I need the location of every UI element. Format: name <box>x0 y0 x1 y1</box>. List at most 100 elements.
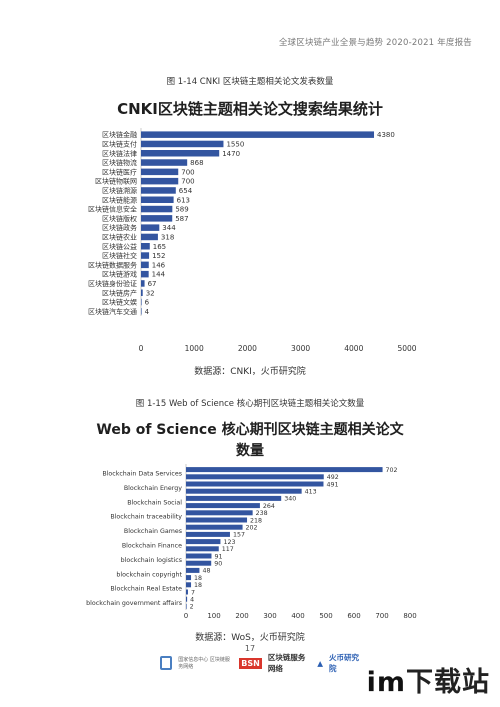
page-header: 全球区块链产业全景与趋势 2020-2021 年度报告 <box>278 38 472 48</box>
bar <box>186 539 221 545</box>
data-label: 144 <box>152 271 166 279</box>
data-label: 613 <box>177 196 190 204</box>
bsn-badge: BSN <box>239 657 262 669</box>
bar <box>186 474 324 480</box>
category-label: 区块链版权 <box>102 214 137 223</box>
x-tick-label: 1000 <box>185 344 204 353</box>
data-label: 165 <box>153 243 166 251</box>
category-label: 区块链医疗 <box>102 167 137 176</box>
data-label: 157 <box>233 532 245 539</box>
data-label: 48 <box>202 568 210 575</box>
category-label: blockchain government affairs <box>86 600 182 607</box>
bar <box>141 140 224 148</box>
bar <box>186 517 248 523</box>
data-label: 202 <box>246 524 258 531</box>
figure2-source: 数据源：WoS，火币研究院 <box>195 633 305 643</box>
data-label: 340 <box>284 496 296 503</box>
data-label: 702 <box>386 467 398 474</box>
bar <box>186 567 200 573</box>
data-label: 413 <box>305 488 317 495</box>
category-label: 区块链社交 <box>102 251 137 260</box>
data-label: 4 <box>190 596 194 603</box>
data-label: 152 <box>152 252 165 260</box>
bar <box>186 553 212 559</box>
data-label: 218 <box>250 517 262 524</box>
category-label: 区块链农业 <box>102 232 137 241</box>
sic-logo-icon <box>160 656 173 670</box>
watermark-text: 下载站 <box>406 667 490 698</box>
bar <box>141 252 150 259</box>
bar <box>141 261 149 269</box>
category-label: Blockchain traceability <box>110 514 182 521</box>
bar <box>141 177 179 185</box>
chart1-title: CNKI区块链主题相关论文搜索结果统计 <box>117 100 383 118</box>
category-label: 区块链信息安全 <box>88 205 137 214</box>
figure1-source: 数据源：CNKI，火币研究院 <box>194 367 306 377</box>
bar <box>141 131 375 138</box>
category-label: blockchain copyright <box>116 571 182 578</box>
x-tick-label: 500 <box>319 612 332 620</box>
page-number: 17 <box>244 644 256 653</box>
category-label: 区块链金融 <box>102 130 137 139</box>
bar <box>186 488 302 494</box>
data-label: 32 <box>146 289 155 297</box>
x-tick-label: 800 <box>403 612 416 620</box>
data-label: 491 <box>326 481 338 488</box>
x-tick-label: 5000 <box>397 344 416 353</box>
category-label: Blockchain Games <box>124 528 182 535</box>
category-label: 区块链政务 <box>102 223 137 232</box>
bar <box>186 582 192 588</box>
category-label: Blockchain Energy <box>124 485 182 492</box>
bar <box>141 196 174 203</box>
data-label: 238 <box>256 510 268 517</box>
x-tick-label: 600 <box>347 612 360 620</box>
x-tick-label: 200 <box>235 612 248 620</box>
chart2-title-line2: 数量 <box>236 443 264 459</box>
watermark: im下载站 <box>367 660 490 699</box>
bar <box>186 495 282 501</box>
bar <box>186 589 188 595</box>
bar <box>141 270 149 278</box>
bar <box>141 243 150 250</box>
data-label: 700 <box>181 178 194 186</box>
bar <box>141 205 173 213</box>
bar <box>186 481 324 487</box>
bar <box>141 308 142 315</box>
figure1-caption: 图 1-14 CNKI 区块链主题相关论文发表数量 <box>166 77 334 87</box>
bar <box>186 560 212 566</box>
x-tick-label: 3000 <box>291 344 310 353</box>
bar <box>186 467 383 473</box>
data-label: 318 <box>161 233 174 241</box>
category-label: 区块链游戏 <box>102 270 137 279</box>
cnki-bar-chart: 4380155014708687007006546135895873443181… <box>88 128 417 353</box>
data-label: 67 <box>148 280 157 288</box>
bar <box>186 546 219 552</box>
bar <box>186 531 230 537</box>
data-label: 344 <box>162 224 176 232</box>
category-label: 区块链公益 <box>102 242 137 251</box>
huobi-logo-text: 火币研究院 <box>329 653 360 673</box>
data-label: 4 <box>145 308 150 316</box>
bar <box>186 503 260 509</box>
bar <box>141 298 142 306</box>
category-label: 区块链法律 <box>102 149 137 158</box>
x-tick-label: 0 <box>184 612 188 620</box>
bar <box>141 150 220 157</box>
x-tick-label: 400 <box>291 612 304 620</box>
data-label: 264 <box>263 503 275 510</box>
bar <box>141 289 143 296</box>
category-label: 区块链支付 <box>102 139 137 148</box>
category-label: 区块链能源 <box>102 195 137 204</box>
bar <box>141 215 173 222</box>
data-label: 1470 <box>222 150 240 158</box>
category-label: 区块链物联网 <box>95 177 137 186</box>
data-label: 90 <box>214 560 222 567</box>
bar <box>186 575 192 581</box>
data-label: 146 <box>152 261 166 269</box>
watermark-im: im <box>366 667 406 698</box>
category-label: 区块链汽车交通 <box>88 307 137 316</box>
bsn-text: 区块链服务网络 <box>267 653 306 673</box>
bar <box>186 596 188 602</box>
data-label: 492 <box>327 474 339 481</box>
x-tick-label: 100 <box>207 612 220 620</box>
